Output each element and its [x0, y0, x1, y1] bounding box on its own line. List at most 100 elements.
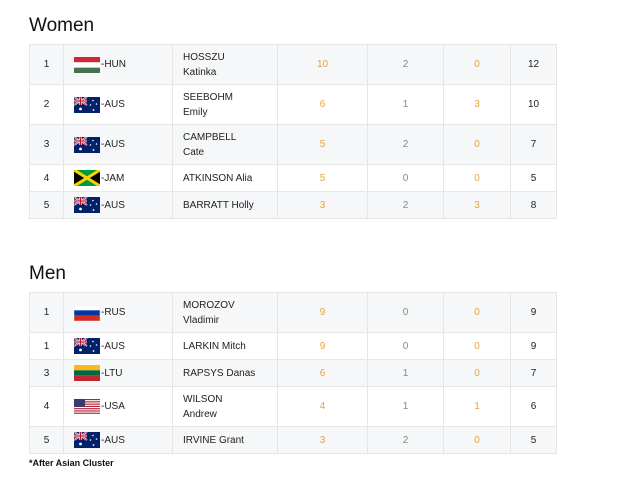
- gold-cell: 4: [277, 386, 368, 427]
- bronze-cell: 0: [443, 124, 511, 165]
- nation-code: -AUS: [101, 199, 125, 211]
- gold-cell: 3: [277, 426, 368, 454]
- rank-cell: 4: [29, 164, 64, 192]
- athlete-name-line2: Katinka: [183, 66, 217, 78]
- silver-cell: 1: [367, 359, 444, 387]
- total-cell: 10: [510, 84, 557, 125]
- men-standings-table: 1 -RUS MOROZOV Vladimir 9 0 0 9 1 -AUS LARKIN Mitc…: [29, 292, 557, 454]
- ltu-flag-icon: [74, 365, 100, 381]
- athlete-name-cell: MOROZOV Vladimir: [172, 292, 278, 333]
- bronze-cell: 0: [443, 164, 511, 192]
- silver-cell: 2: [367, 426, 444, 454]
- total-cell: 7: [510, 359, 557, 387]
- bronze-cell: 0: [443, 426, 511, 454]
- silver-cell: 1: [367, 84, 444, 125]
- athlete-name-line1: IRVINE Grant: [183, 434, 244, 446]
- silver-cell: 2: [367, 44, 444, 85]
- athlete-name-line2: Cate: [183, 146, 205, 158]
- nation-wrapper: -AUS: [74, 96, 172, 113]
- athlete-name-line1: RAPSYS Danas: [183, 367, 256, 379]
- total-cell: 9: [510, 332, 557, 360]
- total-cell: 8: [510, 191, 557, 219]
- athlete-name-cell: BARRATT Holly: [172, 191, 278, 219]
- bronze-cell: 3: [443, 191, 511, 219]
- rank-cell: 1: [29, 292, 64, 333]
- rank-cell: 5: [29, 191, 64, 219]
- athlete-name-line2: Vladimir: [183, 314, 220, 326]
- total-cell: 7: [510, 124, 557, 165]
- nation-cell: -AUS: [63, 124, 173, 165]
- footnote: *After Asian Cluster: [29, 458, 114, 468]
- women-heading: Women: [29, 15, 95, 36]
- nation-wrapper: -AUS: [74, 197, 172, 213]
- nation-cell: -USA: [63, 386, 173, 427]
- men-heading: Men: [29, 263, 66, 284]
- hun-flag-icon: [74, 56, 100, 73]
- gold-cell: 5: [277, 124, 368, 165]
- athlete-name-cell: IRVINE Grant: [172, 426, 278, 454]
- table-row: 2 -AUS SEEBOHM Emily 6 1 3 10: [29, 84, 557, 125]
- nation-code: -AUS: [101, 340, 125, 352]
- nation-wrapper: -JAM: [74, 170, 172, 186]
- rank-cell: 1: [29, 332, 64, 360]
- gold-cell: 3: [277, 191, 368, 219]
- rank-cell: 3: [29, 359, 64, 387]
- nation-cell: -HUN: [63, 44, 173, 85]
- nation-wrapper: -LTU: [74, 365, 172, 381]
- gold-cell: 5: [277, 164, 368, 192]
- nation-wrapper: -HUN: [74, 56, 172, 73]
- bronze-cell: 3: [443, 84, 511, 125]
- total-cell: 5: [510, 426, 557, 454]
- usa-flag-icon: [74, 398, 100, 415]
- women-table-body: 1 -HUN HOSSZU Katinka 10 2 0 12 2 -AUS SEEBOHM Emil…: [29, 44, 557, 219]
- nation-cell: -AUS: [63, 426, 173, 454]
- silver-cell: 0: [367, 332, 444, 360]
- gold-cell: 6: [277, 84, 368, 125]
- athlete-name-line1: MOROZOV: [183, 299, 235, 311]
- jam-flag-icon: [74, 170, 100, 186]
- athlete-name-line1: BARRATT Holly: [183, 199, 254, 211]
- rank-cell: 3: [29, 124, 64, 165]
- athlete-name-line1: LARKIN Mitch: [183, 340, 246, 352]
- total-cell: 6: [510, 386, 557, 427]
- athlete-name-line2: Emily: [183, 106, 208, 118]
- nation-code: -LTU: [101, 367, 123, 379]
- rus-flag-icon: [74, 304, 100, 321]
- rank-cell: 1: [29, 44, 64, 85]
- table-row: 1 -RUS MOROZOV Vladimir 9 0 0 9: [29, 292, 557, 333]
- nation-cell: -AUS: [63, 191, 173, 219]
- nation-wrapper: -AUS: [74, 432, 172, 448]
- athlete-name-line1: WILSON: [183, 393, 223, 405]
- nation-wrapper: -USA: [74, 398, 172, 415]
- bronze-cell: 0: [443, 292, 511, 333]
- gold-cell: 9: [277, 292, 368, 333]
- rank-cell: 4: [29, 386, 64, 427]
- table-row: 3 -LTU RAPSYS Danas 6 1 0 7: [29, 359, 557, 387]
- table-row: 4 -USA WILSON Andrew 4 1 1 6: [29, 386, 557, 427]
- table-row: 1 -AUS LARKIN Mitch 9 0 0 9: [29, 332, 557, 360]
- silver-cell: 2: [367, 124, 444, 165]
- aus-flag-icon: [74, 432, 100, 448]
- aus-flag-icon: [74, 338, 100, 354]
- nation-cell: -JAM: [63, 164, 173, 192]
- silver-cell: 1: [367, 386, 444, 427]
- nation-wrapper: -AUS: [74, 338, 172, 354]
- athlete-name-cell: LARKIN Mitch: [172, 332, 278, 360]
- aus-flag-icon: [74, 197, 100, 213]
- nation-code: -USA: [101, 401, 125, 412]
- nation-wrapper: -AUS: [74, 136, 172, 153]
- athlete-name-cell: HOSSZU Katinka: [172, 44, 278, 85]
- nation-code: -JAM: [101, 172, 125, 184]
- athlete-name-cell: ATKINSON Alia: [172, 164, 278, 192]
- total-cell: 9: [510, 292, 557, 333]
- total-cell: 5: [510, 164, 557, 192]
- nation-code: -RUS: [101, 307, 126, 318]
- nation-code: -AUS: [101, 99, 125, 110]
- table-row: 3 -AUS CAMPBELL Cate 5 2 0 7: [29, 124, 557, 165]
- gold-cell: 10: [277, 44, 368, 85]
- table-row: 5 -AUS BARRATT Holly 3 2 3 8: [29, 191, 557, 219]
- bronze-cell: 0: [443, 44, 511, 85]
- men-table-body: 1 -RUS MOROZOV Vladimir 9 0 0 9 1 -AUS LARKIN Mitc…: [29, 292, 557, 454]
- nation-code: -HUN: [101, 59, 126, 70]
- nation-code: -AUS: [101, 434, 125, 446]
